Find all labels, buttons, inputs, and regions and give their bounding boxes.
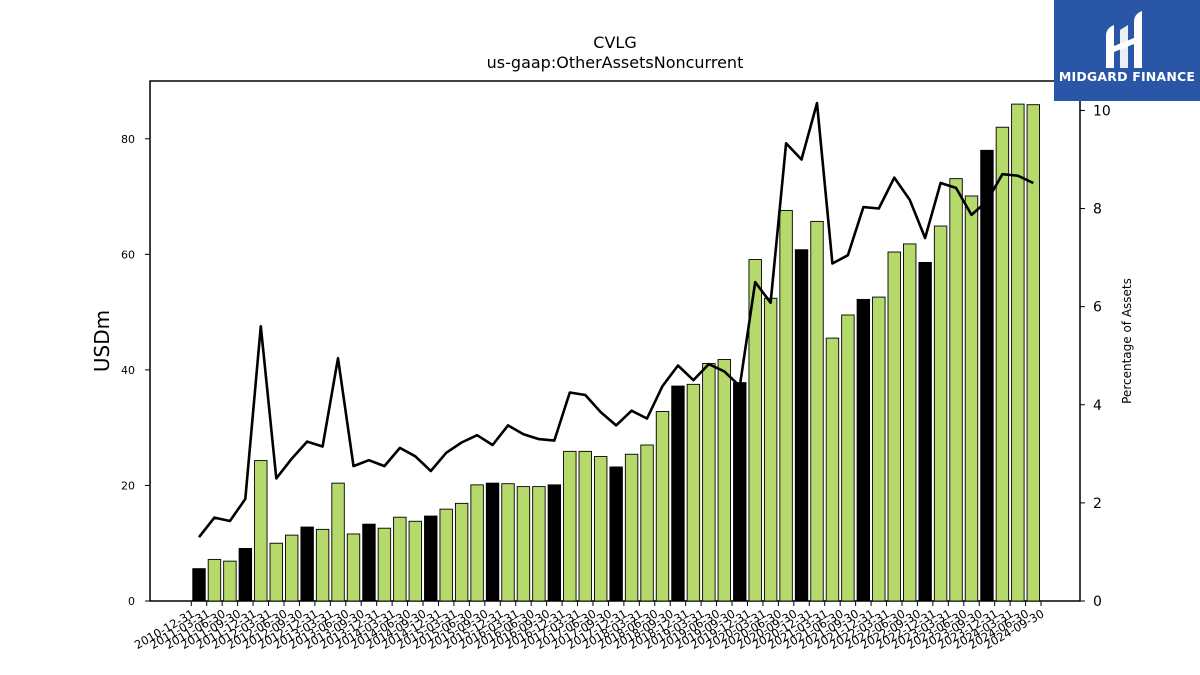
bar — [933, 225, 948, 602]
bar — [779, 209, 793, 602]
bar — [408, 520, 422, 602]
y-tick-label: 60 — [121, 248, 135, 261]
chart-title: CVLG — [593, 33, 636, 52]
bar — [192, 568, 206, 602]
bar — [516, 486, 531, 602]
y-tick-label: 40 — [121, 364, 135, 377]
bar — [980, 149, 994, 602]
bar — [501, 483, 515, 602]
bar — [331, 482, 345, 602]
bar — [594, 456, 608, 602]
bar — [686, 383, 701, 602]
bar — [578, 450, 592, 602]
y-axis-label: USDm — [90, 310, 114, 372]
y2-axis-label: Percentage of Assets — [1120, 278, 1134, 404]
series-line — [197, 101, 1034, 539]
y-tick-label: 0 — [128, 595, 135, 608]
bar — [995, 126, 1010, 602]
bar — [315, 528, 330, 602]
bar — [918, 261, 932, 602]
chart-subtitle: us-gaap:OtherAssetsNoncurrent — [487, 53, 744, 72]
bar — [748, 259, 762, 602]
y2-tick-label: 4 — [1093, 398, 1102, 414]
bar — [563, 450, 577, 602]
y2-tick-label: 8 — [1093, 202, 1102, 218]
bar — [532, 486, 546, 602]
bar — [346, 533, 361, 602]
bar — [640, 444, 654, 602]
bar — [439, 508, 453, 602]
y-tick-label: 20 — [121, 479, 135, 492]
bar — [949, 178, 963, 602]
bar — [903, 243, 917, 602]
bar — [655, 411, 670, 602]
bar — [424, 515, 438, 602]
bar — [470, 484, 484, 602]
bar — [825, 337, 840, 602]
bar — [285, 534, 299, 602]
bar — [794, 249, 809, 602]
bar — [207, 558, 222, 602]
bar — [733, 382, 747, 602]
bar — [964, 195, 979, 602]
y-tick-label: 80 — [121, 133, 135, 146]
bar — [624, 453, 639, 602]
bar — [887, 251, 901, 602]
bar — [1011, 103, 1025, 602]
bar — [547, 484, 562, 602]
plot-area: 02040608002468102010-12-312011-03-312011… — [121, 80, 1111, 652]
bar — [238, 547, 253, 602]
bar — [393, 516, 407, 602]
bar — [702, 363, 716, 602]
bar — [609, 466, 623, 602]
bar — [810, 220, 824, 602]
bar — [1026, 104, 1041, 602]
bar — [377, 527, 392, 602]
y2-tick-label: 6 — [1093, 300, 1102, 316]
bar — [763, 297, 778, 602]
bar — [856, 298, 871, 602]
bar — [717, 359, 731, 602]
bar — [362, 523, 376, 602]
bar — [223, 560, 237, 602]
bar — [671, 385, 685, 602]
y2-tick-label: 10 — [1093, 103, 1111, 119]
bar — [254, 460, 268, 602]
bar — [454, 502, 469, 602]
y2-tick-label: 2 — [1093, 496, 1102, 512]
logo-text: MIDGARD FINANCE — [1058, 69, 1196, 84]
bar — [872, 296, 886, 602]
brand-logo: MIDGARD FINANCE — [1054, 0, 1200, 101]
bar — [300, 526, 314, 602]
bar — [841, 314, 855, 602]
logo-mark-icon — [1106, 11, 1142, 68]
bar — [485, 482, 500, 602]
y2-tick-label: 0 — [1093, 594, 1102, 610]
bar — [269, 542, 283, 602]
